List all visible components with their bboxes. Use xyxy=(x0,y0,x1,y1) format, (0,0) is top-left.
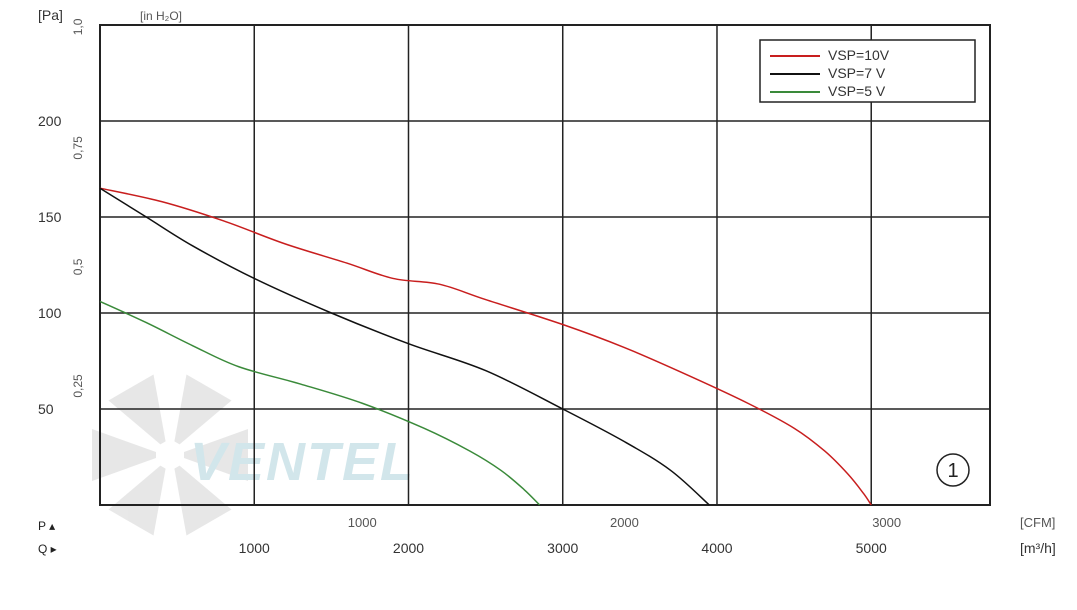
svg-text:VENTEL: VENTEL xyxy=(190,432,415,492)
x-tick-label: 5000 xyxy=(856,540,887,556)
legend-label: VSP=7 V xyxy=(828,65,886,81)
y2-tick-label: 0,5 xyxy=(71,258,85,275)
y-unit-secondary: [in H₂O] xyxy=(140,9,182,23)
p-axis-symbol: P ▴ xyxy=(38,519,55,533)
x-unit-primary: [m³/h] xyxy=(1020,540,1056,556)
y2-tick-label: 1,0 xyxy=(71,18,85,35)
y-tick-label: 200 xyxy=(38,113,62,129)
x-tick-label: 1000 xyxy=(239,540,270,556)
y-unit-primary: [Pa] xyxy=(38,7,63,23)
x-tick-label: 2000 xyxy=(393,540,424,556)
y2-tick-label: 0,25 xyxy=(71,374,85,398)
chart-container: VENTEL 50 100 150 200 [Pa] 0,25 0,5 0,75 1,0 [in H… xyxy=(0,0,1077,610)
x2-tick-label: 1000 xyxy=(348,515,377,530)
x-tick-label: 3000 xyxy=(547,540,578,556)
legend-label: VSP=5 V xyxy=(828,83,886,99)
y-tick-label: 50 xyxy=(38,401,54,417)
legend-label: VSP=10V xyxy=(828,47,890,63)
x2-tick-label: 3000 xyxy=(872,515,901,530)
y2-tick-label: 0,75 xyxy=(71,136,85,160)
y-tick-label: 150 xyxy=(38,209,62,225)
x-unit-secondary: [CFM] xyxy=(1020,515,1055,530)
fan-curve-chart: VENTEL 50 100 150 200 [Pa] 0,25 0,5 0,75 1,0 [in H… xyxy=(0,0,1077,610)
y-tick-label: 100 xyxy=(38,305,62,321)
x2-tick-label: 2000 xyxy=(610,515,639,530)
q-axis-symbol: Q ▸ xyxy=(38,542,57,556)
x-tick-label: 4000 xyxy=(701,540,732,556)
panel-marker: 1 xyxy=(947,460,958,482)
